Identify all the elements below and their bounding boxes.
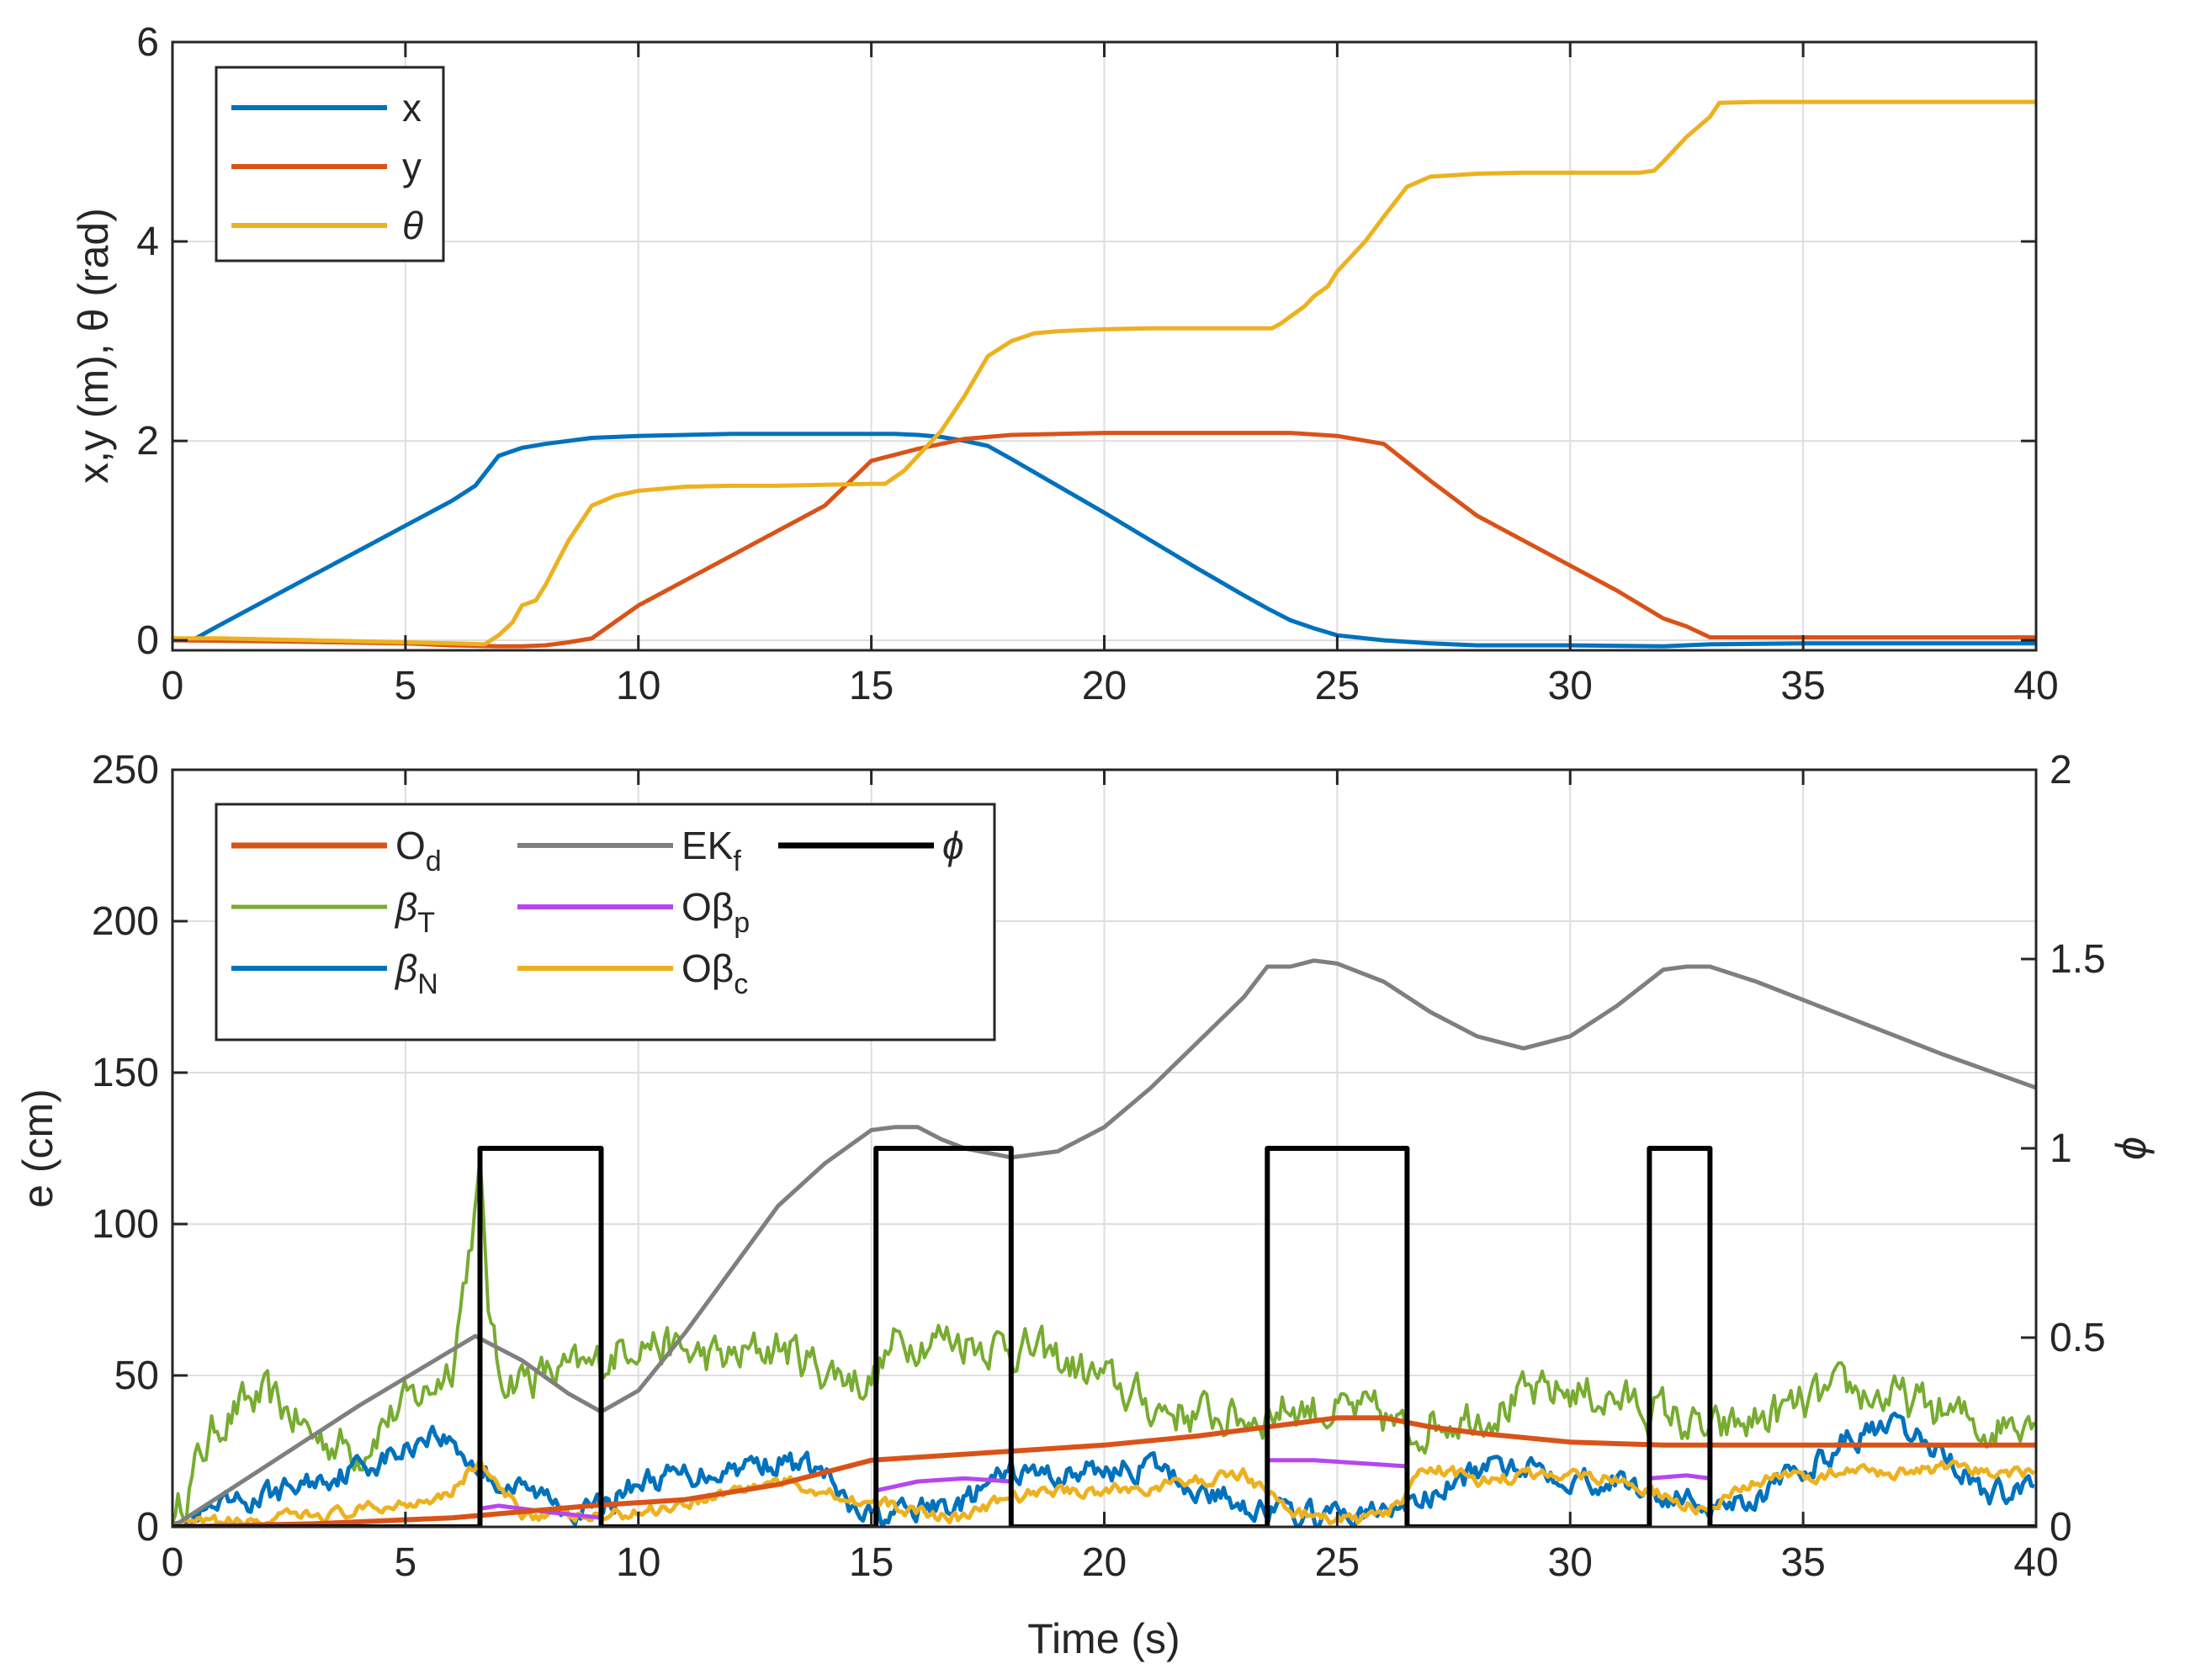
legend-label-main: EK (681, 824, 734, 867)
legend-label-sub: d (426, 845, 442, 877)
legend-label: y (402, 145, 422, 188)
legend-label-main: ϕ (942, 824, 964, 867)
legend-label: θ (402, 204, 423, 247)
legend-label-main: β (394, 946, 417, 990)
legend-label-sub: f (733, 845, 741, 877)
x-tick-label: 25 (1315, 1540, 1360, 1585)
legend-label: βT (394, 885, 435, 939)
bottom-x-axis-label: Time (s) (1027, 1615, 1180, 1662)
legend-label-sub: N (417, 968, 438, 1000)
y2-tick-label: 0 (2050, 1505, 2072, 1550)
legend-label-sub: p (734, 907, 750, 939)
series-line-βt (172, 1156, 2036, 1524)
x-tick-label: 30 (1548, 1540, 1593, 1585)
bottom-series (172, 958, 2036, 1527)
y2-tick-label: 2 (2050, 748, 2072, 792)
y-tick-label: 6 (136, 20, 159, 65)
series-line-x (172, 432, 2036, 649)
top-series (172, 99, 2036, 649)
legend-label: ϕ (942, 824, 964, 867)
y-tick-label: 4 (136, 220, 159, 264)
top-legend: xyθ (215, 66, 445, 262)
series-line-oβp (480, 1503, 602, 1520)
legend-label-sub: c (734, 968, 748, 1000)
series-line- (172, 1146, 2036, 1527)
y2-tick-label: 1 (2050, 1126, 2072, 1171)
y2-tick-label: 0.5 (2050, 1316, 2106, 1360)
legend-label-main: Oβ (681, 946, 734, 990)
legend-label: Od (395, 824, 442, 877)
series-line-βn (172, 1411, 2035, 1527)
x-tick-label: 0 (162, 1540, 184, 1585)
legend-label: Oβp (681, 885, 750, 939)
top-axes: 0 5 10 15 20 25 30 35 40 0 2 4 6 x,y (m), θ (rad) xy… (70, 20, 2059, 708)
series-line-oβp (875, 1476, 1011, 1493)
y-tick-label: 200 (92, 899, 159, 944)
x-tick-label: 40 (2013, 1540, 2058, 1585)
x-tick-label: 35 (1780, 1540, 1825, 1585)
legend-label-main: O (395, 824, 426, 867)
y2-tick-label: 1.5 (2050, 937, 2106, 982)
legend-label: Oβc (681, 946, 748, 1000)
x-tick-label: 25 (1315, 664, 1360, 708)
y-tick-label: 150 (92, 1051, 159, 1095)
y-tick-label: 2 (136, 419, 159, 464)
series-line-oβc (172, 1457, 2036, 1527)
x-tick-label: 5 (395, 1540, 417, 1585)
x-tick-label: 10 (616, 664, 660, 708)
top-ticks: 0 5 10 15 20 25 30 35 40 0 2 4 6 (136, 20, 2058, 708)
series-line-ekf (172, 958, 2036, 1527)
x-tick-label: 20 (1082, 664, 1127, 708)
x-tick-label: 30 (1548, 664, 1593, 708)
legend-label-sub: T (417, 907, 435, 939)
series-line-oβp (1267, 1458, 1408, 1469)
series-line-oβp (1649, 1473, 1710, 1481)
x-tick-label: 40 (2013, 664, 2058, 708)
series-line- (172, 99, 2036, 647)
x-tick-label: 20 (1082, 1540, 1127, 1585)
x-tick-label: 10 (616, 1540, 660, 1585)
x-tick-label: 15 (849, 1540, 894, 1585)
legend-label-main: Oβ (681, 885, 734, 929)
legend-label: x (402, 86, 422, 130)
legend-label-main: β (394, 885, 417, 929)
bottom-y-axis-label: e (cm) (14, 1089, 61, 1208)
y-tick-label: 100 (92, 1202, 159, 1247)
bottom-axes: 0 5 10 15 20 25 30 35 4005010015020025000.511.52… (14, 748, 2155, 1662)
bottom-y2-axis-label: ϕ (2108, 1137, 2155, 1160)
series-line-y (172, 431, 2036, 649)
x-tick-label: 15 (849, 664, 894, 708)
y-tick-label: 50 (114, 1354, 159, 1398)
x-tick-label: 35 (1780, 664, 1825, 708)
x-tick-label: 5 (395, 664, 417, 708)
top-y-axis-label: x,y (m), θ (rad) (70, 208, 117, 484)
y-tick-label: 0 (136, 1505, 159, 1550)
x-tick-label: 0 (162, 664, 184, 708)
series-line-od (172, 1415, 2036, 1527)
legend-label: βN (394, 946, 438, 1000)
legend-label: EKf (681, 824, 741, 877)
y-tick-label: 250 (92, 748, 159, 792)
y-tick-label: 0 (136, 618, 159, 663)
